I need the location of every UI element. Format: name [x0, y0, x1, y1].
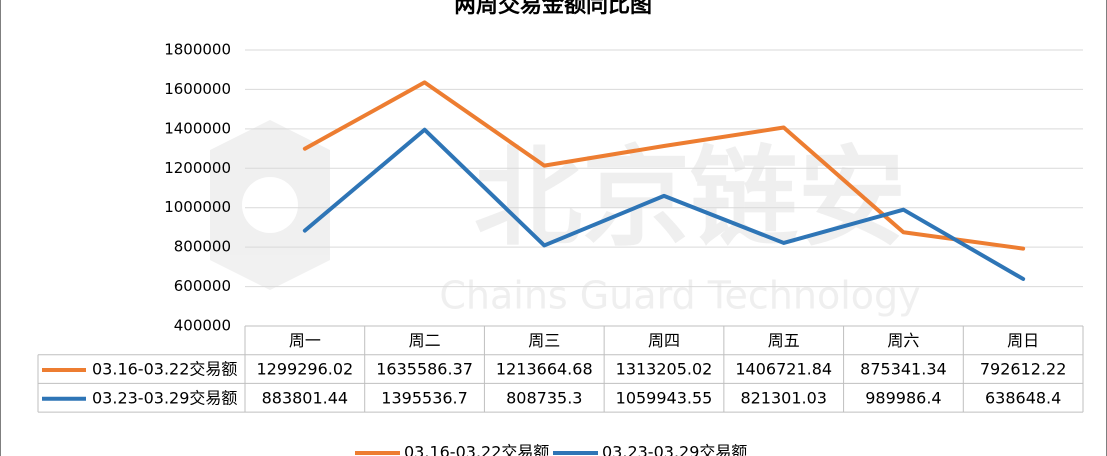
series-line [302, 127, 1026, 281]
table-value: 883801.44 [262, 388, 349, 407]
table-value: 875341.34 [860, 360, 947, 379]
table-value: 808735.3 [506, 388, 582, 407]
table-value: 989986.4 [865, 388, 941, 407]
legend-label: 03.16-03.22交易额 [404, 443, 549, 456]
table-value: 1313205.02 [616, 360, 713, 379]
y-tick-label: 1200000 [164, 159, 231, 177]
table-value: 1395536.7 [381, 388, 468, 407]
table-value: 821301.03 [740, 388, 827, 407]
y-tick-label: 1800000 [164, 41, 231, 59]
x-tick-label: 周四 [648, 331, 680, 350]
y-tick-label: 1600000 [164, 80, 231, 98]
table-series-name: 03.23-03.29交易额 [92, 388, 237, 407]
x-tick-label: 周日 [1007, 331, 1039, 350]
y-tick-label: 1400000 [164, 119, 231, 137]
y-tick-label: 600000 [174, 277, 231, 295]
legend-label: 03.23-03.29交易额 [602, 443, 747, 456]
table-value: 1635586.37 [376, 360, 473, 379]
x-tick-label: 周六 [887, 331, 919, 350]
series-line [302, 80, 1026, 251]
x-tick-label: 周三 [528, 331, 560, 350]
y-tick-label: 400000 [174, 317, 231, 335]
chart-title: 两周交易金额同比图 [454, 0, 652, 18]
table-value: 1406721.84 [735, 360, 832, 379]
x-tick-label: 周五 [768, 331, 800, 350]
x-tick-label: 周二 [409, 331, 441, 350]
table-value: 1299296.02 [257, 360, 354, 379]
y-tick-label: 1000000 [164, 198, 231, 216]
table-value: 792612.22 [980, 360, 1067, 379]
table-value: 1213664.68 [496, 360, 593, 379]
watermark-text: 北京链安 [474, 136, 906, 261]
watermark-subtext: Chains Guard Technology [439, 274, 920, 318]
y-tick-label: 800000 [174, 238, 231, 256]
table-value: 638648.4 [985, 388, 1061, 407]
table-value: 1059943.55 [616, 388, 713, 407]
watermark-logo-hole [242, 177, 298, 233]
x-tick-label: 周一 [289, 331, 321, 350]
table-series-name: 03.16-03.22交易额 [92, 360, 237, 379]
